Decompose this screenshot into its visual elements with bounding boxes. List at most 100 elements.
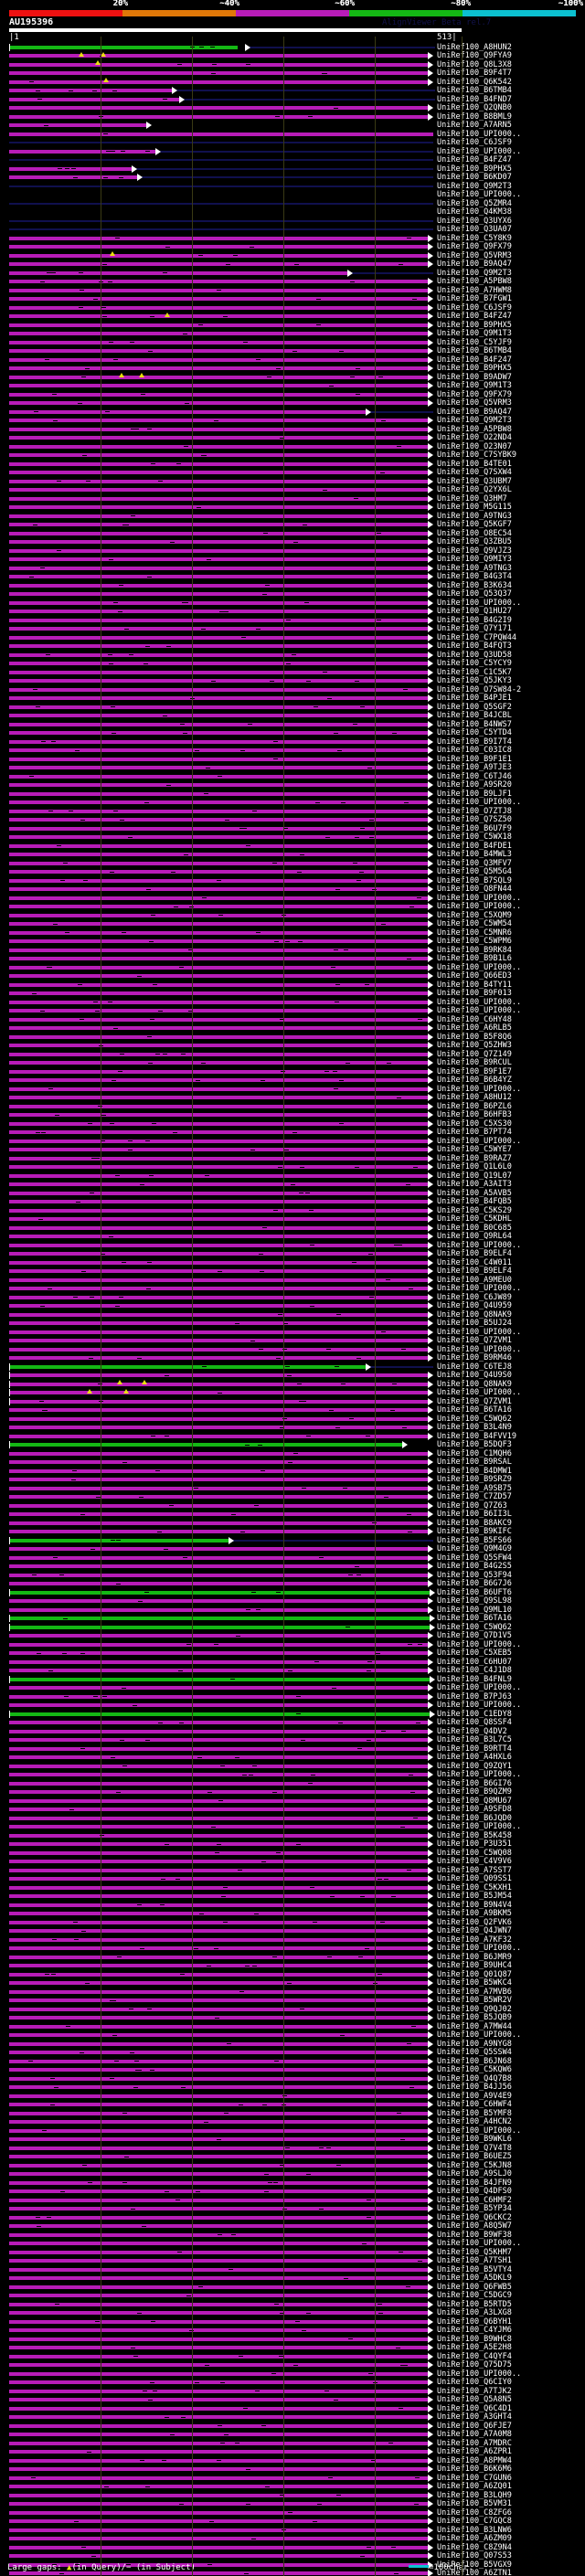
hit-row[interactable]: UniRef100_UPI000.. <box>0 2239 585 2248</box>
hit-row[interactable]: UniRef100_UPI000.. <box>0 998 585 1007</box>
hit-label[interactable]: UniRef100_A5PBW8 <box>437 424 512 434</box>
hit-row[interactable]: UniRef100_B6HFB3 <box>0 1110 585 1119</box>
hsp-bar[interactable] <box>9 1694 428 1699</box>
hit-row[interactable]: UniRef100_Q2FVK6 <box>0 1918 585 1927</box>
hit-row[interactable]: UniRef100_B6JN68 <box>0 2057 585 2066</box>
hit-label[interactable]: UniRef100_B6TMB4 <box>437 86 512 95</box>
hsp-bar[interactable] <box>9 1208 428 1213</box>
hsp-bar[interactable] <box>9 375 428 379</box>
hit-row[interactable]: UniRef100_C6HY48 <box>0 1015 585 1024</box>
hit-label[interactable]: UniRef100_B4TE01 <box>437 459 512 469</box>
hsp-bar[interactable] <box>9 1443 402 1447</box>
hsp-bar[interactable] <box>9 175 137 179</box>
hit-label[interactable]: UniRef100_B6PZL6 <box>437 1101 512 1111</box>
hit-row[interactable]: UniRef100_B4F247 <box>0 355 585 365</box>
hsp-bar[interactable] <box>9 1009 428 1012</box>
hit-row[interactable]: UniRef100_B6GI76 <box>0 1779 585 1788</box>
hit-row[interactable]: UniRef100_C5KJN8 <box>0 2161 585 2170</box>
hit-label[interactable]: UniRef100_Q8MU67 <box>437 1796 512 1806</box>
hsp-bar[interactable] <box>9 1607 428 1612</box>
hsp-bar[interactable] <box>9 1764 428 1768</box>
hsp-bar[interactable] <box>9 1165 428 1169</box>
hit-label[interactable]: UniRef100_B5WKC4 <box>437 1978 512 1988</box>
hit-row[interactable]: UniRef100_C7GQC8 <box>0 2517 585 2526</box>
hit-row[interactable]: UniRef100_C5WM54 <box>0 919 585 928</box>
hsp-bar[interactable] <box>9 791 428 796</box>
hit-row[interactable]: UniRef100_A7A0M8 <box>0 2430 585 2439</box>
hit-label[interactable]: UniRef100_A8Q5W7 <box>437 2221 512 2231</box>
hit-label[interactable]: UniRef100_Q3UA07 <box>437 225 512 234</box>
hsp-bar[interactable] <box>9 80 428 84</box>
hit-row[interactable]: UniRef100_B4JJ56 <box>0 2083 585 2092</box>
hsp-bar[interactable] <box>9 1096 428 1099</box>
hit-label[interactable]: UniRef100_C6TJ46 <box>437 771 512 781</box>
hit-label[interactable]: UniRef100_A9SB75 <box>437 1483 512 1493</box>
hsp-bar[interactable] <box>9 62 428 67</box>
hit-label[interactable]: UniRef100_O22ND4 <box>437 433 512 442</box>
hsp-bar[interactable] <box>9 2146 428 2150</box>
hit-label[interactable]: UniRef100_B4TY11 <box>437 980 512 990</box>
hit-row[interactable]: UniRef100_B4FZ47 <box>0 155 585 164</box>
hsp-bar[interactable] <box>9 861 428 865</box>
hsp-bar[interactable] <box>9 1200 428 1203</box>
hit-label[interactable]: UniRef100_B9RCUL <box>437 1058 512 1067</box>
hit-row[interactable]: UniRef100_M5G115 <box>0 503 585 512</box>
hsp-bar[interactable] <box>9 913 428 917</box>
hsp-bar[interactable] <box>9 766 428 769</box>
hit-label[interactable]: UniRef100_B9F1E1 <box>437 754 512 764</box>
hit-row[interactable]: UniRef100_B4FND7 <box>0 95 585 104</box>
hsp-bar[interactable] <box>9 1478 428 1481</box>
hit-label[interactable]: UniRef100_Q5JKY3 <box>437 676 512 685</box>
hsp-bar[interactable] <box>9 401 428 405</box>
hsp-bar[interactable] <box>9 687 428 692</box>
hit-label[interactable]: UniRef100_C5WM54 <box>437 919 512 928</box>
hit-label[interactable]: UniRef100_Q6C4D1 <box>437 2403 512 2413</box>
hsp-bar[interactable] <box>9 739 428 744</box>
hit-label[interactable]: UniRef100_UPI000.. <box>437 902 522 911</box>
hit-label[interactable]: UniRef100_A9TNG3 <box>437 511 512 521</box>
hit-row[interactable]: UniRef100_Q9VJZ3 <box>0 546 585 556</box>
hit-label[interactable]: UniRef100_B6UFT6 <box>437 1587 512 1597</box>
hsp-bar[interactable] <box>9 1521 428 1525</box>
hit-label[interactable]: UniRef100_C4QYF4 <box>437 2351 512 2361</box>
hsp-bar[interactable] <box>9 2562 428 2567</box>
hsp-bar[interactable] <box>9 1712 430 1716</box>
hit-row[interactable]: UniRef100_B4FNL9 <box>0 1675 585 1684</box>
hit-label[interactable]: UniRef100_Q7Y171 <box>437 624 512 633</box>
hit-label[interactable]: UniRef100_C6HY48 <box>437 1014 512 1024</box>
hit-row[interactable]: UniRef100_Q9M1T3 <box>0 329 585 338</box>
hit-row[interactable]: UniRef100_B9ELF4 <box>0 1249 585 1258</box>
hit-label[interactable]: UniRef100_C4W011 <box>437 1257 512 1267</box>
hsp-bar[interactable] <box>9 2441 428 2445</box>
hsp-bar[interactable] <box>9 114 428 119</box>
hsp-bar[interactable] <box>9 1486 428 1490</box>
hit-row[interactable]: UniRef100_A9SFD8 <box>0 1805 585 1814</box>
hsp-bar[interactable] <box>9 1738 428 1742</box>
hsp-bar[interactable] <box>9 392 428 397</box>
hsp-bar[interactable] <box>9 982 428 987</box>
hit-row[interactable]: UniRef100_C5DGC9 <box>0 2291 585 2300</box>
hit-row[interactable]: UniRef100_B9I7T4 <box>0 737 585 747</box>
hit-row[interactable]: UniRef100_Q4U959 <box>0 1301 585 1310</box>
hit-label[interactable]: UniRef100_UPI000.. <box>437 2030 522 2040</box>
hit-row[interactable]: UniRef100_B5JQB9 <box>0 2013 585 2022</box>
hsp-bar[interactable] <box>9 2224 428 2228</box>
hit-label[interactable]: UniRef100_B6B4YZ <box>437 1076 512 1085</box>
hsp-bar[interactable] <box>9 1564 428 1568</box>
hsp-bar[interactable] <box>9 1069 428 1074</box>
hit-label[interactable]: UniRef100_UPI000.. <box>437 1344 522 1354</box>
hit-row[interactable]: UniRef100_Q5VRM3 <box>0 398 585 408</box>
hit-label[interactable]: UniRef100_Q3ZBU5 <box>437 537 512 546</box>
hit-label[interactable]: UniRef100_C8ZFG6 <box>437 2507 512 2518</box>
hsp-bar[interactable] <box>9 1156 428 1161</box>
hsp-bar[interactable] <box>9 757 428 761</box>
hit-row[interactable]: UniRef100_UPI000.. <box>0 130 585 139</box>
hit-row[interactable]: UniRef100_C5KS29 <box>0 1206 585 1215</box>
hit-row[interactable]: UniRef100_UPI000.. <box>0 2030 585 2040</box>
hsp-bar[interactable] <box>9 2406 428 2411</box>
hit-row[interactable]: UniRef100_Q7D1V5 <box>0 1631 585 1640</box>
hit-row[interactable]: UniRef100_B4TE01 <box>0 460 585 469</box>
hit-row[interactable]: UniRef100_B5DQF3 <box>0 1440 585 1449</box>
hsp-bar[interactable] <box>9 419 428 422</box>
hsp-bar[interactable] <box>9 1530 428 1533</box>
